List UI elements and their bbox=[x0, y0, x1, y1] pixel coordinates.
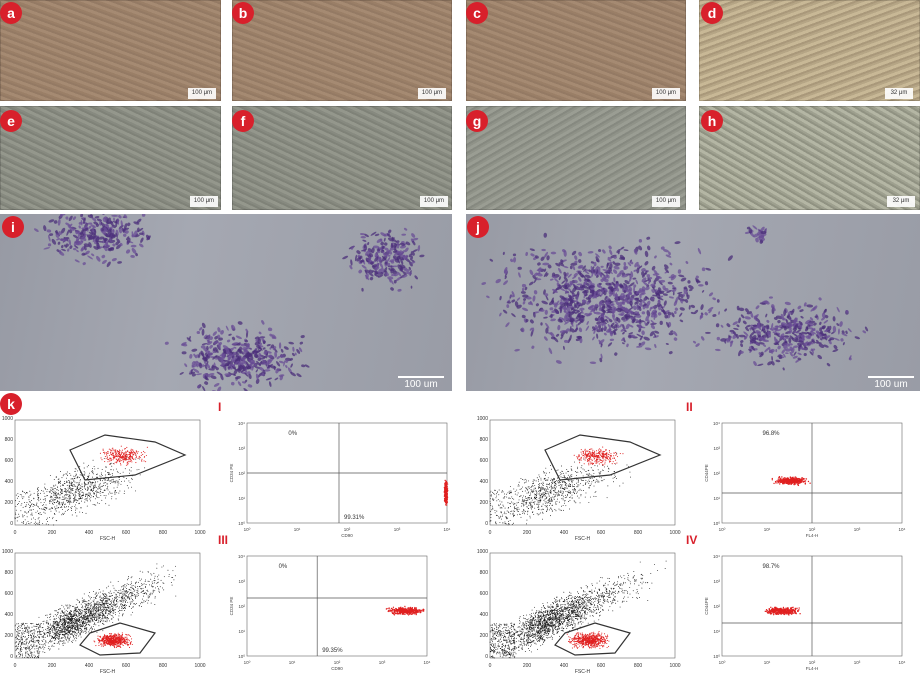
scale-bar-d: 32 μm bbox=[885, 88, 913, 99]
scale-bar-i: 100 um bbox=[398, 376, 444, 390]
svg-text:800: 800 bbox=[159, 530, 168, 536]
svg-text:FSC-H: FSC-H bbox=[575, 536, 591, 542]
svg-text:200: 200 bbox=[480, 500, 489, 506]
svg-text:200: 200 bbox=[48, 530, 57, 536]
micrograph-a: 100 μm bbox=[0, 0, 221, 101]
svg-text:400: 400 bbox=[85, 530, 94, 536]
colony-image-j: 100 um bbox=[466, 214, 920, 391]
quadrant-plot-I: 0%99.31%10⁰10⁰10¹10¹10²10²10³10³10⁴10⁴CD… bbox=[229, 421, 451, 538]
scale-bar-g: 100 μm bbox=[652, 196, 680, 207]
micrograph-g: 100 μm bbox=[466, 106, 686, 210]
panel-label-k: k bbox=[0, 393, 22, 415]
micrograph-f: 100 μm bbox=[232, 106, 452, 210]
fsc-ssc-scatter-2: 00 200 200 400 400 600 600 800 800 1000 1000 FSC-H bbox=[477, 416, 681, 542]
svg-text:0: 0 bbox=[10, 521, 13, 527]
svg-text:1000: 1000 bbox=[477, 416, 488, 422]
colony-cluster-i bbox=[33, 214, 425, 391]
micrograph-b: 100 μm bbox=[232, 0, 452, 101]
svg-text:800: 800 bbox=[480, 437, 489, 443]
svg-text:400: 400 bbox=[560, 530, 569, 536]
svg-text:0: 0 bbox=[14, 530, 17, 536]
svg-text:600: 600 bbox=[480, 458, 489, 464]
svg-text:400: 400 bbox=[5, 479, 14, 485]
scale-bar-f: 100 μm bbox=[420, 196, 448, 207]
svg-text:200: 200 bbox=[523, 530, 532, 536]
panel-label-f: f bbox=[232, 110, 254, 132]
svg-text:FSC-H: FSC-H bbox=[100, 536, 116, 542]
micrograph-d: 32 μm bbox=[699, 0, 920, 101]
colony-cluster-j bbox=[481, 225, 869, 371]
micrograph-c: 100 μm bbox=[466, 0, 686, 101]
plot-label-III: III bbox=[218, 533, 229, 547]
panel-label-j: j bbox=[467, 216, 489, 238]
panel-label-i: i bbox=[2, 216, 24, 238]
scale-bar-c: 100 μm bbox=[652, 88, 680, 99]
svg-text:1000: 1000 bbox=[2, 416, 13, 422]
svg-text:1000: 1000 bbox=[194, 530, 205, 536]
scale-bar-j: 100 um bbox=[868, 376, 914, 390]
quadrant-plot-II: 96.8%10⁰10⁰10¹10¹10²10²10³10³10⁴10⁴FL4-H… bbox=[704, 421, 906, 538]
micrograph-e: 100 μm bbox=[0, 106, 221, 210]
colony-image-i: 100 um bbox=[0, 214, 452, 391]
micrograph-h: 32 μm bbox=[699, 106, 920, 210]
panel-label-c: c bbox=[466, 2, 488, 24]
svg-text:600: 600 bbox=[597, 530, 606, 536]
quadrant-plot-IV: 98.7%10⁰10⁰10¹10¹10²10²10³10³10⁴10⁴FL4-H… bbox=[704, 554, 906, 671]
svg-text:800: 800 bbox=[634, 530, 643, 536]
svg-text:400: 400 bbox=[480, 479, 489, 485]
quadrant-plot-III: 0%99.35%10⁰10⁰10¹10¹10²10²10³10³10⁴10⁴CD… bbox=[229, 554, 431, 671]
plot-label-II: II bbox=[686, 400, 693, 414]
plot-label-I: I bbox=[218, 400, 222, 414]
fsc-ssc-scatter-1: 00 200 200 400 400 600 600 800 800 1000 1000 FSC-H bbox=[2, 416, 206, 542]
panel-label-b: b bbox=[232, 2, 254, 24]
svg-text:1000: 1000 bbox=[669, 530, 680, 536]
svg-text:800: 800 bbox=[5, 437, 14, 443]
scale-bar-a: 100 μm bbox=[188, 88, 216, 99]
scale-bar-h: 32 μm bbox=[887, 196, 915, 207]
panel-label-g: g bbox=[466, 110, 488, 132]
scale-bar-e: 100 μm bbox=[190, 196, 218, 207]
plot-label-IV: IV bbox=[686, 533, 698, 547]
panel-label-d: d bbox=[701, 2, 723, 24]
panel-label-e: e bbox=[0, 110, 22, 132]
panel-label-h: h bbox=[701, 110, 723, 132]
svg-text:200: 200 bbox=[5, 500, 14, 506]
scale-bar-b: 100 μm bbox=[418, 88, 446, 99]
svg-text:600: 600 bbox=[122, 530, 131, 536]
svg-text:0: 0 bbox=[485, 521, 488, 527]
svg-text:0: 0 bbox=[489, 530, 492, 536]
svg-text:600: 600 bbox=[5, 458, 14, 464]
panel-label-a: a bbox=[0, 2, 22, 24]
